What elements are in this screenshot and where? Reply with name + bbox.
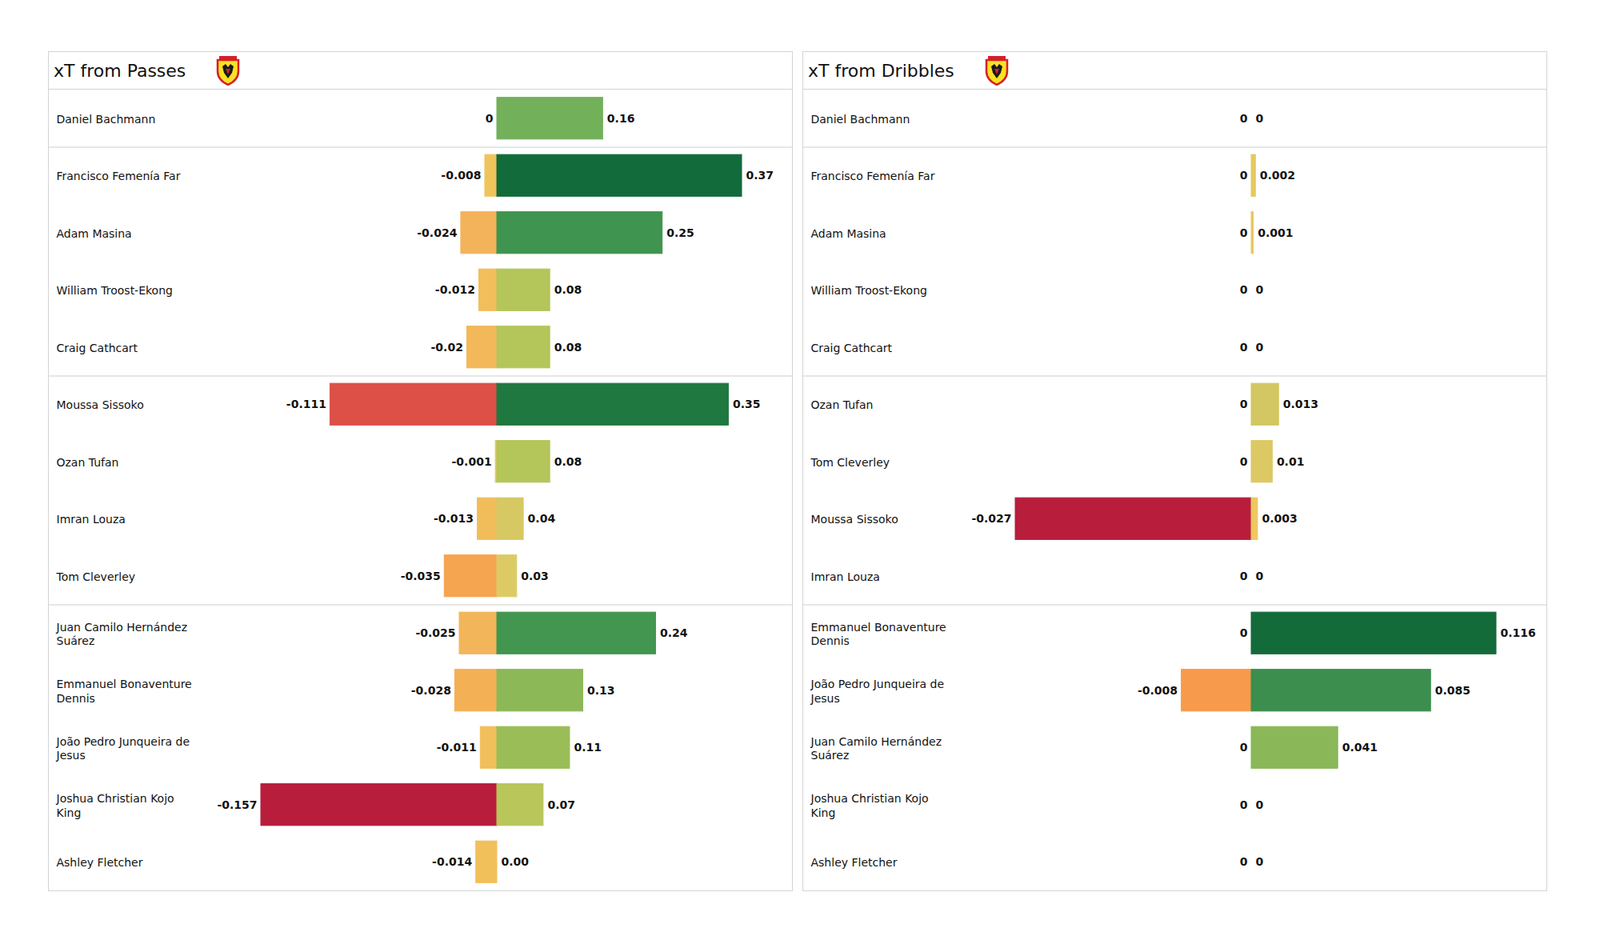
svg-text:Imran Louza: Imran Louza [56, 512, 126, 526]
svg-text:João Pedro Junqueira deJesus: João Pedro Junqueira deJesus [56, 735, 191, 763]
svg-text:Joshua Christian KojoKing: Joshua Christian KojoKing [56, 792, 175, 820]
svg-text:0: 0 [1240, 855, 1248, 868]
svg-text:William Troost-Ekong: William Troost-Ekong [811, 284, 928, 297]
svg-text:William Troost-Ekong: William Troost-Ekong [56, 284, 173, 297]
svg-text:-0.008: -0.008 [440, 168, 481, 182]
svg-text:0.37: 0.37 [746, 168, 775, 182]
svg-text:0.013: 0.013 [1283, 397, 1319, 411]
svg-text:0.13: 0.13 [587, 684, 616, 697]
svg-text:0.11: 0.11 [573, 740, 602, 754]
svg-text:Craig Cathcart: Craig Cathcart [56, 341, 139, 355]
svg-text:Moussa Sissoko: Moussa Sissoko [56, 398, 144, 412]
svg-text:0.16: 0.16 [607, 112, 636, 125]
svg-text:Adam Masina: Adam Masina [56, 227, 132, 240]
svg-text:0.03: 0.03 [520, 569, 549, 583]
svg-text:0: 0 [1240, 226, 1248, 240]
svg-text:0: 0 [1240, 168, 1248, 182]
html-text:xT from Passes: xT from Passes [53, 60, 186, 81]
svg-text:Craig Cathcart: Craig Cathcart [811, 341, 893, 355]
svg-text:0.08: 0.08 [554, 455, 583, 468]
svg-text:Ashley Fletcher: Ashley Fletcher [811, 856, 898, 869]
svg-text:0: 0 [1240, 283, 1248, 296]
svg-text:-0.111: -0.111 [286, 397, 327, 411]
svg-text:0: 0 [1240, 397, 1248, 411]
svg-text:0: 0 [1256, 112, 1264, 125]
svg-text:0.041: 0.041 [1342, 740, 1378, 754]
svg-text:0.003: 0.003 [1261, 512, 1297, 525]
svg-text:Francisco Femenía Far: Francisco Femenía Far [811, 169, 936, 183]
svg-text:Adam Masina: Adam Masina [811, 227, 887, 240]
html-text:xT from Dribbles: xT from Dribbles [808, 60, 955, 81]
svg-text:Joshua Christian KojoKing: Joshua Christian KojoKing [810, 792, 929, 820]
svg-text:Emmanuel BonaventureDennis: Emmanuel BonaventureDennis [56, 677, 192, 705]
svg-text:-0.027: -0.027 [971, 512, 1012, 525]
svg-text:Juan Camilo HernándezSuárez: Juan Camilo HernándezSuárez [810, 735, 943, 763]
svg-text:0: 0 [1240, 740, 1248, 754]
svg-text:Emmanuel BonaventureDennis: Emmanuel BonaventureDennis [811, 620, 947, 648]
svg-text:0: 0 [1240, 569, 1248, 583]
svg-text:Daniel Bachmann: Daniel Bachmann [811, 112, 911, 126]
svg-text:0: 0 [1240, 340, 1248, 354]
svg-text:0: 0 [1240, 455, 1248, 468]
svg-text:0.08: 0.08 [554, 340, 583, 354]
svg-text:Juan Camilo HernándezSuárez: Juan Camilo HernándezSuárez [56, 620, 188, 648]
svg-text:0: 0 [1256, 855, 1264, 868]
svg-text:-0.014: -0.014 [432, 855, 472, 868]
svg-text:0: 0 [1256, 283, 1264, 296]
svg-text:-0.024: -0.024 [416, 226, 457, 240]
svg-text:Moussa Sissoko: Moussa Sissoko [811, 512, 899, 526]
svg-text:0.25: 0.25 [666, 226, 695, 240]
svg-text:0.08: 0.08 [554, 283, 583, 296]
svg-text:Ozan Tufan: Ozan Tufan [56, 456, 120, 469]
svg-text:0: 0 [1256, 340, 1264, 354]
svg-text:0.07: 0.07 [547, 798, 576, 812]
svg-text:0: 0 [1240, 112, 1248, 125]
svg-text:0: 0 [1240, 626, 1248, 640]
svg-text:0.04: 0.04 [528, 512, 556, 525]
svg-text:0.01: 0.01 [1276, 455, 1305, 468]
svg-text:0: 0 [1240, 798, 1248, 812]
svg-text:0: 0 [1256, 798, 1264, 812]
svg-text:João Pedro Junqueira deJesus: João Pedro Junqueira deJesus [810, 677, 945, 705]
svg-text:Tom Cleverley: Tom Cleverley [56, 570, 136, 584]
svg-text:-0.011: -0.011 [436, 740, 477, 754]
svg-text:-0.028: -0.028 [411, 684, 452, 697]
svg-text:0.24: 0.24 [660, 626, 688, 640]
svg-text:-0.02: -0.02 [431, 340, 464, 354]
svg-text:-0.008: -0.008 [1137, 684, 1178, 697]
svg-text:0.116: 0.116 [1500, 626, 1536, 640]
svg-text:0.35: 0.35 [732, 397, 761, 411]
svg-text:Tom Cleverley: Tom Cleverley [810, 456, 891, 469]
svg-text:-0.035: -0.035 [400, 569, 441, 583]
svg-text:-0.025: -0.025 [415, 626, 456, 640]
svg-text:0.00: 0.00 [501, 855, 530, 868]
svg-text:0.001: 0.001 [1257, 226, 1293, 240]
svg-text:Imran Louza: Imran Louza [811, 570, 880, 584]
svg-text:-0.013: -0.013 [433, 512, 474, 525]
svg-text:Ozan Tufan: Ozan Tufan [811, 398, 874, 412]
svg-text:0: 0 [485, 112, 494, 125]
svg-text:-0.157: -0.157 [216, 798, 257, 812]
svg-text:0: 0 [1256, 569, 1264, 583]
svg-text:Ashley Fletcher: Ashley Fletcher [56, 856, 144, 869]
svg-text:-0.001: -0.001 [452, 455, 492, 468]
svg-text:Daniel Bachmann: Daniel Bachmann [56, 112, 156, 126]
svg-text:0.002: 0.002 [1260, 168, 1296, 182]
svg-text:0.085: 0.085 [1435, 684, 1471, 697]
svg-text:Francisco Femenía Far: Francisco Femenía Far [56, 169, 181, 183]
svg-text:-0.012: -0.012 [435, 283, 476, 296]
